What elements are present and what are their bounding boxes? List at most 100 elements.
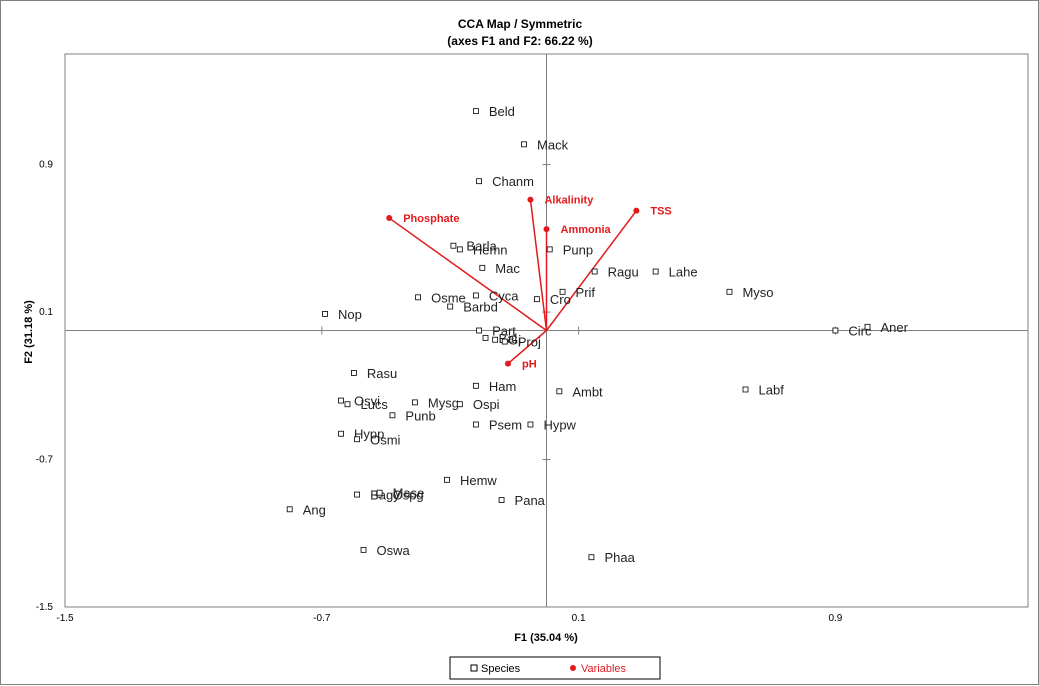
species-point-chanm — [476, 178, 482, 185]
y-axis-title: F2 (31.18 %) — [23, 300, 35, 364]
species-label: Gi — [508, 333, 521, 348]
species-point-aner — [864, 323, 871, 330]
species-label: Beld — [489, 104, 515, 119]
species-label: Hemw — [460, 473, 497, 488]
species-label: Ambt — [572, 384, 603, 399]
species-label: Mase — [393, 486, 425, 501]
y-tick-label: -1.5 — [36, 602, 54, 613]
legend-species-marker — [470, 664, 478, 672]
species-label: Mysg — [428, 395, 459, 410]
y-tick-label: 0.9 — [39, 160, 53, 171]
legend-box — [449, 656, 661, 680]
species-point-cro — [533, 296, 540, 303]
species-label: Mack — [537, 137, 569, 152]
variable-label: TSS — [650, 206, 671, 218]
species-point-ham — [472, 382, 479, 389]
species-label: Osme — [431, 290, 466, 305]
species-label: Barla — [466, 239, 497, 254]
species-label: Chanm — [492, 174, 534, 189]
variable-point-tss — [633, 207, 640, 214]
legend-species-label: Species — [481, 663, 521, 675]
legend-variables-marker — [570, 665, 576, 671]
variable-label: pH — [522, 359, 537, 371]
species-label: Ospg — [393, 488, 424, 503]
species-point-barbd — [447, 303, 454, 310]
species-label: Prif — [576, 285, 596, 300]
x-tick-label: -1.5 — [56, 613, 74, 624]
y-tick-label: 0.1 — [39, 307, 53, 318]
species-point-cyca — [472, 292, 479, 299]
species-point-hypp — [338, 430, 344, 437]
species-label: Barbd — [463, 300, 498, 315]
x-axis-title: F1 (35.04 %) — [514, 632, 578, 644]
legend: Species Variables — [449, 656, 661, 680]
species-label: Punb — [405, 408, 435, 423]
species-point-osme — [415, 294, 422, 301]
species-label: Proj — [518, 335, 541, 350]
species-label: Psem — [489, 418, 522, 433]
variable-label: Phosphate — [403, 213, 459, 225]
species-label: Hemn — [473, 242, 508, 257]
variable-label: Ammonia — [561, 224, 612, 236]
species-point-ospi — [456, 401, 463, 408]
species-point-nop — [322, 311, 328, 317]
variable-vector-phosphate — [388, 217, 547, 332]
species-label: Ospi — [473, 397, 500, 412]
species-label: Punp — [563, 242, 593, 257]
x-tick-label: 0.1 — [572, 613, 586, 624]
species-point-proj — [501, 338, 508, 345]
variable-vector-alkalinity — [529, 199, 548, 331]
species-point-oswa — [360, 546, 367, 553]
species-label: Oswa — [377, 543, 411, 558]
species-point-circ — [832, 327, 839, 334]
variable-vector-tss — [545, 210, 637, 331]
species-point-hypw — [527, 421, 534, 428]
species-point-osmi — [354, 436, 361, 443]
species-point-beld — [472, 108, 479, 115]
species-point-bagy — [354, 491, 361, 498]
species-point-gi — [492, 336, 499, 343]
x-tick-label: 0.9 — [828, 613, 842, 624]
species-label: Cro — [550, 292, 571, 307]
species-label: Ragu — [608, 265, 639, 280]
species-point-osvi — [338, 397, 344, 404]
species-label: Hypp — [354, 427, 384, 442]
species-label: Aner — [881, 320, 909, 335]
species-point-ambt — [556, 388, 563, 395]
species-label: Lahe — [669, 265, 698, 280]
species-point-prif — [559, 288, 566, 295]
species-label: Rasu — [367, 366, 397, 381]
species-point-ragu — [591, 268, 598, 275]
species-point-barla — [450, 242, 457, 249]
species-point-hemn — [456, 246, 463, 253]
species-point-mase — [376, 489, 383, 496]
species-label: Part — [492, 324, 516, 339]
species-point-ang — [286, 506, 293, 513]
species-point-punp — [546, 246, 553, 253]
species-point-hemw — [444, 476, 450, 483]
chart-title: CCA Map / Symmetric — [458, 17, 583, 31]
species-point-labf — [742, 386, 749, 393]
species-label: Labf — [759, 382, 785, 397]
variable-vector-ph — [507, 329, 547, 365]
legend-variables-label: Variables — [581, 663, 627, 675]
species-point-rasu — [350, 369, 357, 376]
species-point-psem — [472, 421, 479, 428]
species-point-mac — [479, 264, 486, 271]
species-label: Ham — [489, 379, 516, 394]
species-point-pana — [498, 497, 505, 503]
species-point-lahe — [652, 268, 659, 275]
x-tick-label: -0.7 — [313, 613, 331, 624]
species-label: Osvi — [354, 394, 380, 409]
species-point-phaa — [588, 554, 595, 561]
y-tick-label: -0.7 — [36, 455, 54, 466]
species-point-mysg — [411, 399, 418, 406]
species-label: Myso — [742, 285, 773, 300]
species-point-mack — [521, 141, 527, 148]
species-label: Lucs — [360, 397, 388, 412]
species-point-myso — [726, 288, 733, 295]
vectors-layer: Phosphate Alkalinity Ammonia TSS pH — [386, 195, 672, 371]
species-point-part — [476, 327, 482, 334]
